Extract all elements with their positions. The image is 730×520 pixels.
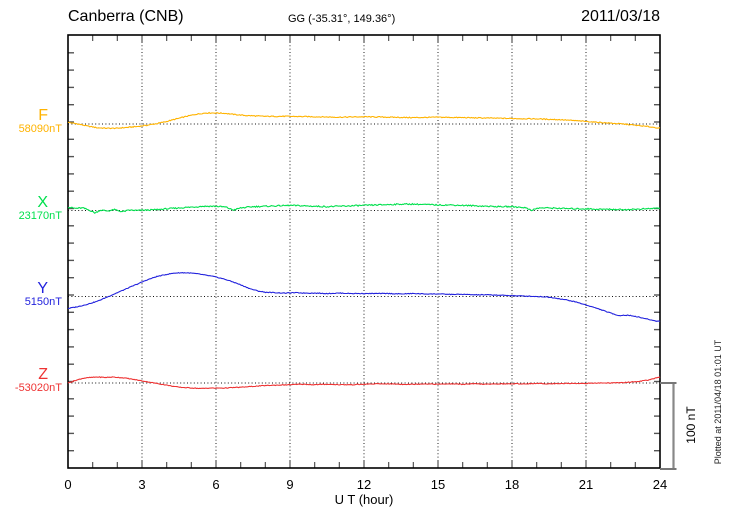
plot-frame [67,34,661,469]
x-tick-label-9: 9 [286,477,294,492]
series-letter-F: F [38,107,48,124]
x-tick-label-12: 12 [356,477,372,492]
x-tick-label-0: 0 [64,477,72,492]
series-label-Y: Y 5150nT [0,279,62,309]
series-letter-Y: Y [37,279,48,297]
trace-X [67,202,661,214]
x-tick-label-15: 15 [430,477,446,492]
trace-F [67,111,661,130]
x-tick-label-3: 3 [138,477,146,492]
x-tick-label-18: 18 [504,477,520,492]
series-baseline-value-X: 23170nT [18,209,62,222]
plot-date: 2011/03/18 [581,8,660,25]
trace-Y [67,271,661,323]
series-letter-Z: Z [38,366,48,383]
x-tick-label-24: 24 [652,477,668,492]
series-baseline-value-F: 58090nT [18,123,62,135]
x-axis-title: U T (hour) [334,492,394,507]
x-tick-label-6: 6 [212,477,220,492]
series-label-F: F 58090nT [0,108,62,136]
series-label-X: X 23170nT [0,193,62,223]
series-baseline-value-Z: -53020nT [14,382,62,394]
plotted-at-note: Plotted at 2011/04/18 01:01 UT [713,339,723,465]
series-letter-X: X [37,193,48,211]
station-coordinates: GG (-35.31°, 149.36°) [288,13,396,25]
station-title: Canberra (CNB) [68,8,184,25]
series-label-Z: Z -53020nT [0,367,62,395]
scalebar-label: 100 nT [684,406,698,444]
trace-Z [67,376,661,390]
x-tick-label-21: 21 [578,477,594,492]
series-baseline-value-Y: 5150nT [24,295,62,308]
